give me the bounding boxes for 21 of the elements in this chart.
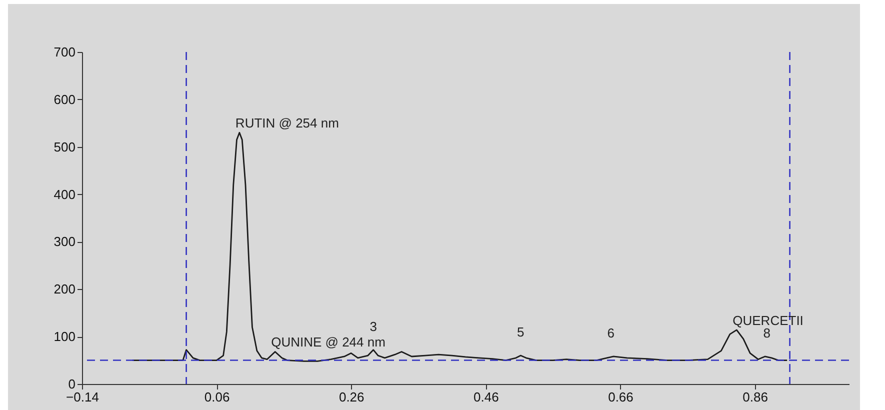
x-tick-label: 0.86 (742, 390, 768, 404)
y-tick-label: 0 (68, 376, 76, 392)
annotation: 3 (370, 318, 377, 334)
x-tick-label: 0.46 (474, 390, 499, 404)
y-tick-label: 500 (54, 139, 76, 154)
annotation: 8 (763, 325, 771, 340)
y-tick-label: 600 (54, 92, 76, 107)
y-tick-label: 700 (54, 44, 76, 60)
y-tick-label: 100 (54, 329, 76, 344)
x-tick-label: 0.66 (608, 390, 634, 404)
annotation: 5 (517, 324, 524, 340)
x-tick-label: 0.26 (338, 390, 364, 404)
annotation: 6 (607, 325, 614, 340)
y-tick-label: 200 (54, 282, 76, 297)
x-tick-label: 0.06 (204, 390, 230, 404)
y-tick-label: 300 (54, 234, 76, 250)
annotation: QUNINE @ 244 nm (271, 334, 386, 350)
annotation: QUERCETII (732, 312, 804, 328)
y-tick-label: 400 (54, 186, 76, 202)
annotation: RUTIN @ 254 nm (235, 116, 339, 131)
x-tick-label: −0.14 (66, 390, 99, 404)
